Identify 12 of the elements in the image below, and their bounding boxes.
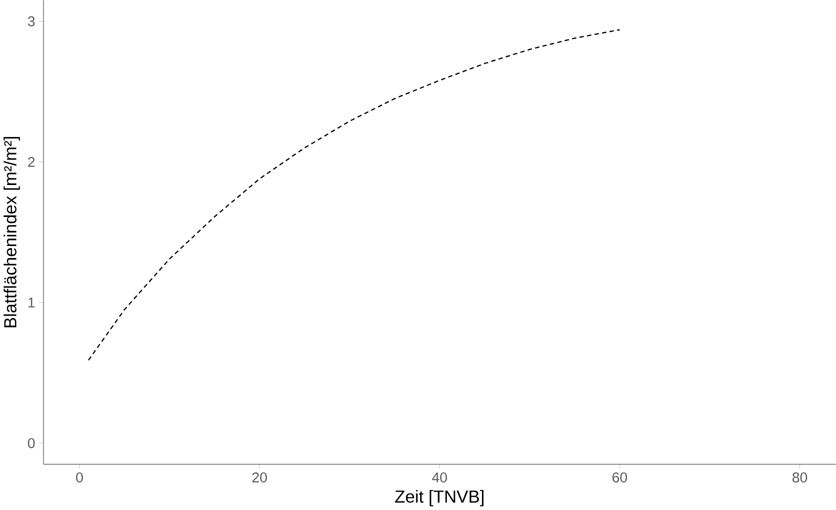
x-tick-label: 80	[792, 472, 808, 483]
y-tick-label: 0	[28, 438, 35, 448]
y-tick-label: 2	[28, 157, 35, 167]
y-axis-title: Blattflächenindex [m²/m²]	[4, 137, 20, 328]
x-tick-label: 20	[252, 472, 267, 483]
x-tick-label: 40	[432, 472, 447, 483]
y-tick-label: 3	[28, 16, 35, 26]
x-tick-label: 60	[612, 472, 628, 483]
x-axis-title: Zeit [TNVB]	[395, 490, 484, 506]
x-tick-label: 0	[76, 472, 83, 483]
y-tick-label: 1	[28, 298, 35, 308]
line-series	[88, 29, 620, 361]
